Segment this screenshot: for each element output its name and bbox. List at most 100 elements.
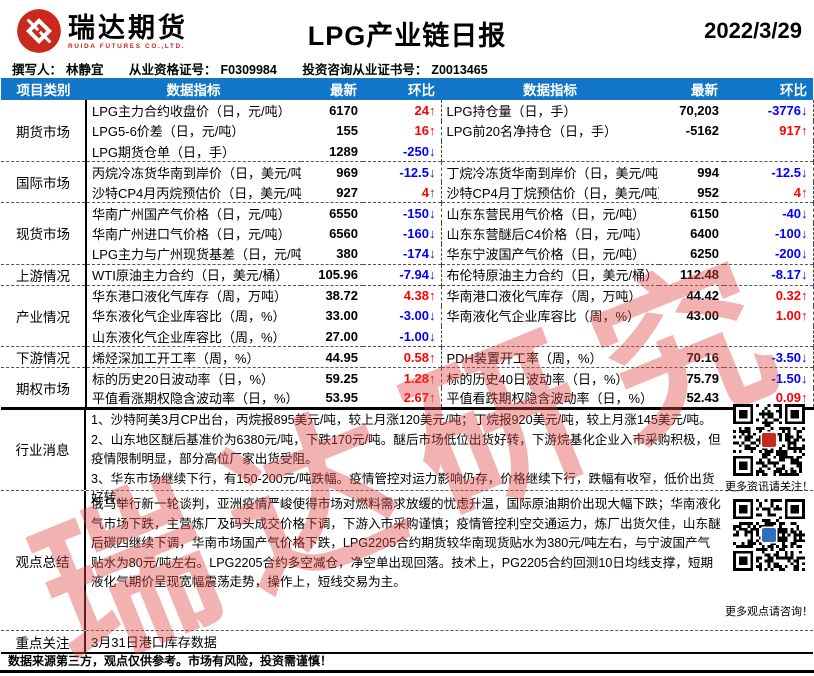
change-right: -3776↓ — [724, 100, 814, 121]
author-name: 林静宜 — [66, 63, 104, 77]
latest-left: 6550 — [301, 202, 363, 223]
indicator-left: 华南广州进口气价格（日，元/吨） — [92, 226, 291, 242]
change-right: -8.17↓ — [724, 263, 814, 285]
col-change-left: 环比 — [363, 78, 441, 100]
summary-section: 观点总结 俄乌举行新一轮谈判，亚洲疫情严峻使得市场对燃料需求放缓的忧虑升温，国际… — [1, 490, 813, 630]
table-header-row: 项目类别 数据指标 最新 环比 数据指标 最新 环比 — [1, 78, 813, 100]
change-right: -100↓ — [724, 223, 814, 244]
change-left: -12.5↓ — [363, 161, 442, 182]
table-row: 下游情况 烯烃深加工开工率（周，%） 44.95 0.58↑ PDH装置开工率（… — [1, 346, 814, 368]
latest-left: 38.72 — [301, 284, 363, 306]
latest-left: 53.95 — [325, 390, 358, 405]
change-right: -40↓ — [724, 202, 814, 223]
change-right: 0.09↑ — [724, 388, 814, 409]
cert-label: 从业资格证号： — [129, 63, 217, 77]
latest-right: 75.79 — [659, 367, 724, 388]
change-right: -1.50↓ — [724, 367, 814, 388]
col-indicator-right: 数据指标 — [441, 78, 659, 100]
change-left: 16↑ — [363, 120, 442, 141]
indicator-right: 平值看跌期权隐含波动率（日，%） — [446, 391, 654, 406]
latest-right: 994 — [659, 161, 724, 182]
indicator-right: 布伦特原油主力合约（日，美元/桶） — [441, 263, 659, 285]
latest-right: 43.00 — [686, 308, 719, 324]
indicator-left: 华东液化气企业库容比（周，%） — [92, 309, 286, 325]
latest-right: 70,203 — [679, 102, 719, 118]
latest-left: 1289 — [329, 143, 358, 159]
latest-left: 59.25 — [301, 367, 363, 388]
col-latest-left: 最新 — [301, 78, 363, 100]
change-left: -3.00↓ — [363, 305, 442, 326]
col-latest-right: 最新 — [659, 78, 724, 100]
company-name: 瑞达期货 — [68, 12, 188, 43]
change-right — [724, 326, 814, 347]
indicator-right: 沙特CP4月丁烷预估价（日，美元/吨） — [446, 185, 660, 201]
table-row: 山东液化气企业库容比（周，%） 27.00 -1.00↓ — [1, 326, 814, 347]
change-left: 24↑ — [363, 100, 442, 121]
qr-news-caption: 更多资讯请关注！ — [725, 481, 813, 493]
indicator-left: 标的历史20日波动率（日，%） — [86, 367, 301, 388]
advisor-number: Z0013465 — [431, 63, 488, 77]
cert-number: F0309984 — [220, 63, 277, 77]
indicator-table: 项目类别 数据指标 最新 环比 数据指标 最新 环比 期货市场 LPG主力合约收… — [1, 78, 814, 410]
indicator-right: 丁烷冷冻货华南到岸价（日，美元/吨） — [441, 161, 659, 182]
latest-left: 33.00 — [325, 308, 358, 324]
bottom-sections: 行业消息 1、沙特阿美3月CP出台，丙烷报895美元/吨，较上月涨120美元/吨… — [1, 408, 813, 654]
latest-left: 27.00 — [325, 328, 358, 344]
qr-contact-caption: 更多观点请咨询！ — [725, 606, 813, 618]
page-title: LPG产业链日报 — [307, 21, 507, 51]
indicator-left: 烯烃深加工开工率（周，%） — [86, 346, 301, 368]
category-cell: 下游情况 — [1, 346, 87, 368]
qr-column: 更多资讯请关注！ 更多观点请咨询！ — [725, 404, 813, 624]
col-change-right: 环比 — [724, 78, 813, 100]
change-left: -250↓ — [363, 141, 442, 162]
table-row: LPG主力与广州现货基差（日，元/吨） 380 -174↓ 华东宁波国产气价格（… — [1, 243, 814, 264]
change-right: 4↑ — [724, 182, 814, 203]
indicator-left: 平值看涨期权隐含波动率（日，%） — [92, 391, 299, 406]
latest-right: 52.43 — [686, 390, 719, 405]
latest-left: 927 — [336, 184, 358, 200]
indicator-right: 华南液化气企业库容比（周，%） — [446, 309, 641, 325]
change-right: 0.32↑ — [724, 284, 814, 306]
indicator-left: 山东液化气企业库容比（周，%） — [92, 329, 286, 345]
table-row: 期货市场 LPG主力合约收盘价（日，元/吨） 6170 24↑ LPG持仓量（日… — [1, 100, 814, 162]
category-cell: 现货市场 — [1, 202, 87, 264]
latest-right — [659, 326, 724, 347]
indicator-left: 沙特CP4月丙烷预估价（日，美元/吨） — [92, 185, 301, 201]
author-line: 撰写人： 林静宜 从业资格证号： F0309984 投资咨询从业证书号： Z00134… — [12, 59, 492, 78]
indicator-left: LPG主力与广州现货基差（日，元/吨） — [92, 247, 301, 262]
industry-news-title: 行业消息 — [1, 408, 86, 490]
latest-left: 969 — [301, 161, 363, 182]
latest-right: 112.48 — [659, 263, 724, 285]
change-left: 1.28↑ — [363, 367, 442, 388]
col-indicator-left: 数据指标 — [86, 78, 301, 100]
news-line: 2、山东地区醚后基准价为6380元/吨，下跌170元/吨。醚后市场低位出货好转，… — [91, 432, 721, 467]
indicator-right: PDH装置开工率（周，%） — [441, 346, 659, 368]
report-date: 2022/3/29 — [704, 18, 802, 43]
focus-content: 3月31日港口库存数据 — [91, 635, 217, 650]
change-right: -200↓ — [724, 243, 814, 264]
table-row: 沙特CP4月丙烷预估价（日，美元/吨） 927 4↑ 沙特CP4月丁烷预估价（日… — [1, 182, 814, 203]
category-cell: 期货市场 — [1, 100, 87, 162]
indicator-right — [441, 326, 659, 347]
table-row: 平值看涨期权隐含波动率（日，%） 53.95 2.67↑ 平值看跌期权隐含波动率… — [1, 388, 814, 409]
category-cell: 国际市场 — [1, 161, 87, 203]
change-left: -7.94↓ — [363, 263, 442, 285]
latest-right: 6150 — [659, 202, 724, 223]
latest-right: 6400 — [690, 225, 719, 241]
change-left: -174↓ — [363, 243, 442, 264]
table-row: 国际市场 丙烷冷冻货华南到岸价（日，美元/吨） 969 -12.5↓ 丁烷冷冻货… — [1, 161, 814, 203]
author-label: 撰写人： — [12, 63, 63, 77]
category-cell: 产业情况 — [1, 284, 87, 347]
change-left: -150↓ — [363, 202, 442, 223]
latest-right: 6250 — [690, 246, 719, 261]
advisor-label: 投资咨询从业证书号： — [302, 63, 428, 77]
latest-left: 6560 — [329, 225, 358, 241]
category-cell: 上游情况 — [1, 263, 87, 285]
change-left: -1.00↓ — [363, 326, 442, 347]
qr-code-news — [733, 404, 805, 476]
indicator-left: 华东港口液化气库存（周，万吨） — [86, 284, 301, 306]
qr-code-contact — [733, 499, 805, 571]
table-row: 现货市场 华南广州国产气价格（日，元/吨） 6550 -150↓ 山东东营民用气… — [1, 202, 814, 264]
change-right: -3.50↓ — [724, 346, 814, 368]
